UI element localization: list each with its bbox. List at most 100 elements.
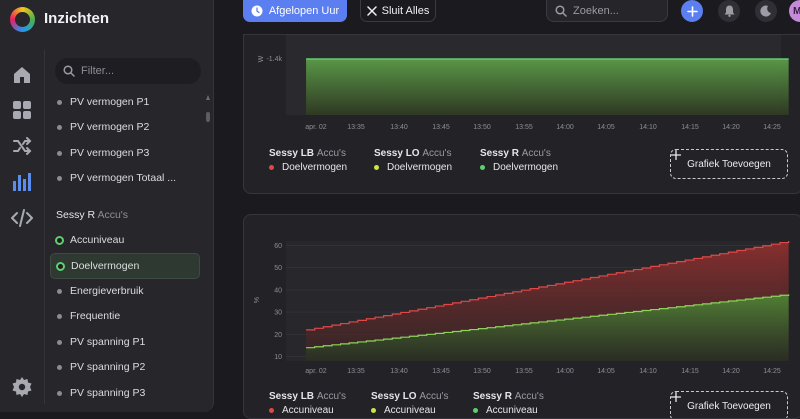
- sidebar: Inzichten PV vermogen P1 PV vermogen P2 …: [0, 0, 214, 412]
- plus-icon: [671, 150, 681, 160]
- x-tick-label: 14:15: [681, 368, 699, 375]
- x-tick-label: 13:35: [347, 368, 365, 375]
- list-item[interactable]: Energieverbruik: [50, 279, 200, 303]
- list-item-label: Frequentie: [70, 310, 121, 322]
- rail-divider: [44, 50, 45, 404]
- search-icon: [63, 65, 75, 77]
- series-area-sessy-r: [306, 294, 789, 361]
- chart-bars-icon[interactable]: [11, 171, 33, 193]
- plus-icon: [671, 392, 681, 402]
- list-item-selected[interactable]: Doelvermogen: [50, 253, 200, 279]
- list-item[interactable]: PV spanning P1: [50, 330, 200, 354]
- legend-metric: Doelvermogen: [493, 162, 559, 173]
- list-item[interactable]: PV spanning P3: [50, 381, 200, 405]
- legend-metric: Accuniveau: [282, 405, 334, 416]
- x-tick-label: 13:50: [473, 124, 491, 131]
- code-icon[interactable]: [11, 207, 33, 229]
- add-chart-label: Grafiek Toevoegen: [687, 400, 771, 412]
- app-title: Inzichten: [44, 10, 110, 27]
- shuffle-icon[interactable]: [11, 135, 33, 157]
- search-input[interactable]: [573, 4, 663, 17]
- legend-color-dot: [371, 408, 376, 413]
- list-item[interactable]: PV vermogen Totaal ...: [50, 166, 200, 190]
- bullet-dot: [57, 313, 62, 319]
- add-chart-button[interactable]: Grafiek Toevoegen: [670, 391, 788, 418]
- add-chart-label: Grafiek Toevoegen: [687, 158, 771, 170]
- legend-device: Sessy LO: [371, 391, 417, 402]
- home-icon[interactable]: [11, 64, 33, 86]
- legend-group: Accu's: [422, 148, 452, 159]
- list-item-label: PV vermogen P1: [70, 96, 150, 108]
- list-item-label: Energieverbruik: [70, 285, 144, 297]
- bullet-dot: [57, 150, 62, 156]
- x-tick-label: 13:50: [473, 368, 491, 375]
- close-all-button[interactable]: Sluit Alles: [360, 0, 436, 22]
- add-chart-button[interactable]: Grafiek Toevoegen: [670, 149, 788, 179]
- scrollbar-thumb[interactable]: [206, 112, 210, 122]
- notifications-button[interactable]: [718, 0, 740, 22]
- bell-icon: [724, 5, 734, 17]
- add-button[interactable]: [681, 0, 703, 22]
- x-tick-label: 14:25: [763, 368, 781, 375]
- scroll-up-arrow-icon[interactable]: [206, 88, 210, 100]
- chart-card-2: 10 20 30 40 50 60% apr. 02 13:35 13:40 13:45 13:50…: [243, 214, 800, 419]
- legend-item: Sessy LB Accu's Accuniveau: [269, 391, 346, 416]
- x-tick-label: 14:00: [556, 124, 574, 131]
- y-axis-label: W: [258, 55, 265, 62]
- list-item-label: PV vermogen Totaal ...: [70, 172, 177, 184]
- search-field[interactable]: [546, 0, 668, 22]
- x-tick-label: apr. 02: [305, 368, 327, 375]
- group-sub: Accu's: [97, 209, 129, 221]
- legend-metric: Accuniveau: [486, 405, 538, 416]
- filter-field[interactable]: [55, 58, 201, 84]
- group-title: Sessy R Accu's: [56, 209, 128, 221]
- bullet-dot: [57, 288, 62, 294]
- x-tick-label: 14:10: [639, 124, 657, 131]
- y-tick-label: -1.4k: [266, 56, 282, 63]
- list-item[interactable]: PV vermogen P3: [50, 141, 200, 165]
- list-item[interactable]: PV vermogen P2: [50, 115, 200, 139]
- list-item-label: PV vermogen P2: [70, 121, 150, 133]
- period-button[interactable]: Afgelopen Uur: [243, 0, 347, 22]
- list-item[interactable]: PV vermogen P1: [50, 90, 200, 114]
- legend-group: Accu's: [521, 148, 551, 159]
- legend-color-dot: [269, 408, 274, 413]
- series-line-sessy-lb: [306, 241, 790, 331]
- x-tick-label: 14:10: [639, 368, 657, 375]
- series-area-sessy-r: [306, 59, 789, 115]
- list-item-label: PV vermogen P3: [70, 147, 150, 159]
- bullet-dot: [57, 124, 62, 130]
- legend-device: Sessy LB: [269, 391, 315, 402]
- x-tick-label: 13:55: [515, 124, 533, 131]
- app-header: Inzichten: [0, 0, 214, 42]
- theme-toggle-button[interactable]: [755, 0, 777, 22]
- x-tick-label: 14:15: [681, 124, 699, 131]
- legend-item: Sessy R Accu's Accuniveau: [473, 391, 544, 416]
- gear-icon[interactable]: [11, 376, 33, 398]
- legend-metric: Doelvermogen: [282, 162, 348, 173]
- legend-group: Accu's: [419, 391, 449, 402]
- x-tick-label: 13:35: [347, 124, 365, 131]
- close-all-label: Sluit Alles: [381, 4, 430, 17]
- chart-1: W -1.4k apr. 02 13:35 13:40 13:45 13:50 13:55 14…: [258, 35, 789, 131]
- list-item-label: Accuniveau: [70, 234, 125, 246]
- avatar[interactable]: M: [789, 0, 800, 22]
- legend-color-dot: [269, 165, 274, 170]
- chart-card-1: W -1.4k apr. 02 13:35 13:40 13:45 13:50 13:55 14…: [243, 34, 800, 194]
- grid-icon[interactable]: [11, 99, 33, 121]
- x-tick-label: 13:45: [432, 368, 450, 375]
- y-tick-label: 50: [274, 265, 282, 272]
- x-tick-label: 13:45: [432, 124, 450, 131]
- list-item[interactable]: Accuniveau: [50, 228, 200, 252]
- list-item[interactable]: Frequentie: [50, 304, 200, 328]
- y-axis-label: %: [254, 297, 261, 303]
- filter-input[interactable]: [81, 65, 191, 77]
- x-tick-label: 14:20: [722, 368, 740, 375]
- x-tick-label: 14:05: [597, 368, 615, 375]
- list-item[interactable]: PV spanning P2: [50, 355, 200, 379]
- list-item-label: PV spanning P2: [70, 361, 146, 373]
- group-name: Sessy R: [56, 209, 96, 221]
- x-tick-label: 13:40: [390, 124, 408, 131]
- bullet-dot: [57, 390, 62, 396]
- y-tick-label: 30: [274, 310, 282, 317]
